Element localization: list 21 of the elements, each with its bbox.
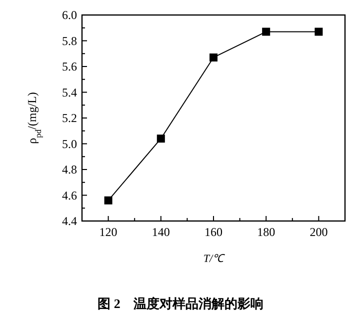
point	[156, 134, 165, 143]
x-tick-label: 120	[99, 225, 118, 239]
point	[262, 28, 270, 36]
y-tick-label: 4.6	[62, 188, 77, 202]
x-tick-label: 180	[257, 225, 276, 239]
point	[314, 28, 323, 36]
y-tick-label: 4.4	[62, 214, 77, 228]
text: 图 2 温度对样品消解的影响	[98, 296, 264, 311]
y-tick-label: 5.0	[62, 136, 77, 151]
x-tick-label: 200	[310, 225, 328, 239]
x-tick-label: 160	[204, 225, 222, 239]
y-tick-label: 5.2	[62, 111, 77, 125]
point	[210, 53, 218, 62]
point	[104, 196, 112, 204]
y-tick-label: 5.8	[62, 34, 77, 48]
x-tick-label: 140	[152, 225, 170, 239]
x-axis-title: T/℃	[203, 253, 226, 265]
y-tick-label: 4.8	[62, 162, 77, 176]
y-tick-label: 6.0	[62, 8, 77, 22]
y-tick-label: 5.4	[62, 85, 77, 100]
y-tick-label: 5.6	[62, 60, 77, 74]
